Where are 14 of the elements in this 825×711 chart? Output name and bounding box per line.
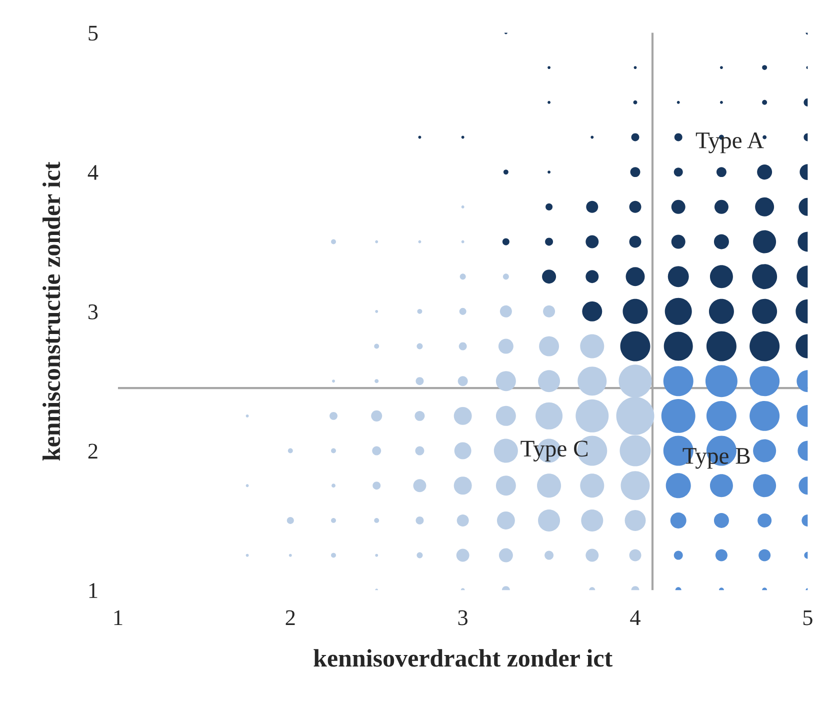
x-tick-label: 2 bbox=[286, 610, 295, 625]
y-axis-title: kennisconstructie zonder ict bbox=[42, 162, 60, 461]
y-tick-label: 3 bbox=[88, 304, 98, 320]
y-tick-label: 1 bbox=[89, 583, 98, 598]
x-tick-label: 3 bbox=[458, 610, 468, 626]
y-tick-label: 4 bbox=[88, 165, 98, 180]
y-tick-label: 5 bbox=[88, 26, 98, 41]
x-tick-label: 4 bbox=[630, 610, 640, 625]
annotation: Type A bbox=[696, 132, 764, 154]
x-axis-title: kennisoverdracht zonder ict bbox=[314, 649, 612, 667]
x-tick-label: 1 bbox=[114, 610, 122, 625]
y-tick-label: 2 bbox=[88, 444, 98, 458]
x-tick-label: 5 bbox=[803, 610, 812, 626]
annotation: Type C bbox=[520, 440, 588, 462]
